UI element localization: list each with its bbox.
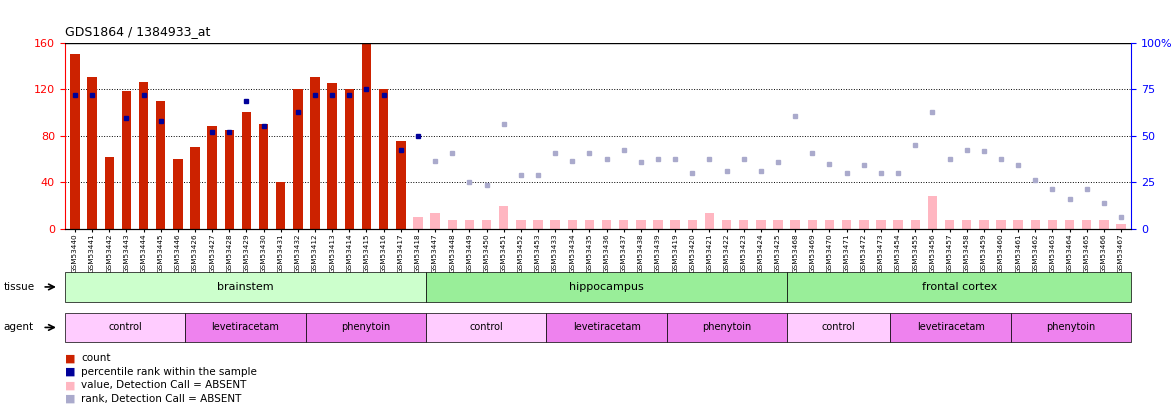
Bar	[1082, 220, 1091, 229]
Text: levetiracetam: levetiracetam	[917, 322, 984, 333]
Text: tissue: tissue	[4, 282, 34, 292]
Bar	[670, 220, 680, 229]
Bar	[654, 220, 663, 229]
Bar	[1064, 220, 1075, 229]
Text: brainstem: brainstem	[218, 282, 274, 292]
Bar	[756, 220, 766, 229]
Bar	[910, 220, 920, 229]
Text: phenytoin: phenytoin	[341, 322, 390, 333]
Text: count: count	[81, 354, 111, 363]
Bar	[413, 217, 422, 229]
Bar	[499, 206, 508, 229]
Bar	[688, 220, 697, 229]
Text: hippocampus: hippocampus	[569, 282, 644, 292]
Text: GDS1864 / 1384933_at: GDS1864 / 1384933_at	[65, 26, 211, 38]
Bar	[105, 157, 114, 229]
Text: frontal cortex: frontal cortex	[922, 282, 997, 292]
Bar	[774, 220, 783, 229]
Text: ■: ■	[65, 394, 75, 403]
Bar	[739, 220, 748, 229]
Text: levetiracetam: levetiracetam	[212, 322, 279, 333]
Bar	[808, 220, 817, 229]
Bar	[225, 130, 234, 229]
Text: levetiracetam: levetiracetam	[573, 322, 641, 333]
Bar	[1116, 224, 1125, 229]
Bar	[516, 220, 526, 229]
Bar	[71, 54, 80, 229]
Bar	[276, 182, 286, 229]
Text: phenytoin: phenytoin	[702, 322, 751, 333]
Bar	[619, 220, 628, 229]
Bar	[824, 220, 834, 229]
Bar	[790, 220, 800, 229]
Bar	[1014, 220, 1023, 229]
Bar	[310, 77, 320, 229]
Bar	[396, 141, 406, 229]
Bar	[944, 220, 954, 229]
Bar	[430, 213, 440, 229]
Bar	[293, 89, 302, 229]
Bar	[980, 220, 989, 229]
Bar	[584, 220, 594, 229]
Bar	[602, 220, 612, 229]
Bar	[242, 112, 252, 229]
Text: ■: ■	[65, 380, 75, 390]
Bar	[259, 124, 268, 229]
Bar	[207, 126, 216, 229]
Text: ■: ■	[65, 367, 75, 377]
Bar	[87, 77, 96, 229]
Text: control: control	[822, 322, 856, 333]
Text: ■: ■	[65, 354, 75, 363]
Bar	[191, 147, 200, 229]
Bar	[345, 89, 354, 229]
Bar	[327, 83, 336, 229]
Bar	[362, 43, 372, 229]
Bar	[1048, 220, 1057, 229]
Text: control: control	[469, 322, 503, 333]
Bar	[533, 220, 542, 229]
Bar	[842, 220, 851, 229]
Bar	[876, 220, 886, 229]
Bar	[1030, 220, 1040, 229]
Text: percentile rank within the sample: percentile rank within the sample	[81, 367, 258, 377]
Bar	[722, 220, 731, 229]
Bar	[996, 220, 1005, 229]
Bar	[704, 213, 714, 229]
Bar	[173, 159, 182, 229]
Bar	[568, 220, 577, 229]
Bar	[465, 220, 474, 229]
Text: agent: agent	[4, 322, 34, 333]
Bar	[1100, 220, 1109, 229]
Bar	[928, 196, 937, 229]
Bar	[962, 220, 971, 229]
Bar	[482, 220, 492, 229]
Bar	[379, 89, 388, 229]
Bar	[121, 92, 132, 229]
Bar	[550, 220, 560, 229]
Bar	[139, 82, 148, 229]
Bar	[156, 101, 166, 229]
Text: phenytoin: phenytoin	[1047, 322, 1096, 333]
Bar	[860, 220, 869, 229]
Bar	[636, 220, 646, 229]
Text: control: control	[108, 322, 142, 333]
Bar	[894, 220, 903, 229]
Bar	[448, 220, 457, 229]
Text: value, Detection Call = ABSENT: value, Detection Call = ABSENT	[81, 380, 247, 390]
Text: rank, Detection Call = ABSENT: rank, Detection Call = ABSENT	[81, 394, 241, 403]
